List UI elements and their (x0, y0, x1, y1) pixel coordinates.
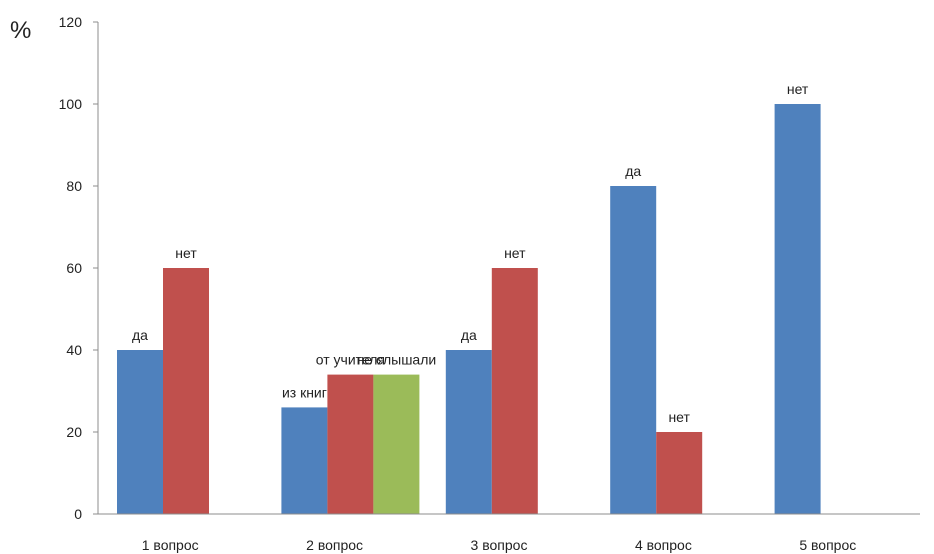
bar (117, 350, 163, 514)
y-tick-label: 0 (74, 506, 82, 522)
bar-data-label: да (461, 327, 477, 343)
y-tick-label: 40 (66, 342, 82, 358)
x-category-label: 1 вопрос (142, 537, 199, 553)
x-category-label: 2 вопрос (306, 537, 363, 553)
x-category-label: 5 вопрос (799, 537, 856, 553)
bar-data-label: нет (504, 245, 526, 261)
bar-data-label: нет (668, 409, 690, 425)
x-category-label: 4 вопрос (635, 537, 692, 553)
bar (163, 268, 209, 514)
bar-data-label: да (132, 327, 148, 343)
bar-data-label: нет (787, 81, 809, 97)
bar (656, 432, 703, 514)
bar-data-label: от учителя (316, 352, 385, 368)
y-tick-label: 20 (66, 424, 82, 440)
bar-data-label: нет (175, 245, 197, 261)
bars-group (117, 104, 821, 514)
bar (327, 374, 374, 514)
y-tick-label: 100 (59, 96, 83, 112)
y-unit-label: % (10, 17, 31, 44)
bar (491, 268, 538, 514)
bar (281, 407, 328, 514)
bar (445, 350, 492, 514)
y-tick-label: 120 (59, 14, 83, 30)
bar-data-label: да (625, 163, 641, 179)
bar-data-label: из книг (282, 384, 327, 400)
x-axis-category-labels: 1 вопрос 2 вопрос 3 вопрос 4 вопрос 5 вопрос (142, 537, 857, 553)
y-axis-ticks: 0 20 40 60 80 100 120 (59, 14, 98, 522)
y-tick-label: 80 (66, 178, 82, 194)
x-category-label: 3 вопрос (471, 537, 528, 553)
bar (373, 374, 420, 514)
bar (774, 104, 821, 514)
y-tick-label: 60 (66, 260, 82, 276)
bar-data-label: не слышали (357, 352, 437, 368)
bar (610, 186, 657, 514)
